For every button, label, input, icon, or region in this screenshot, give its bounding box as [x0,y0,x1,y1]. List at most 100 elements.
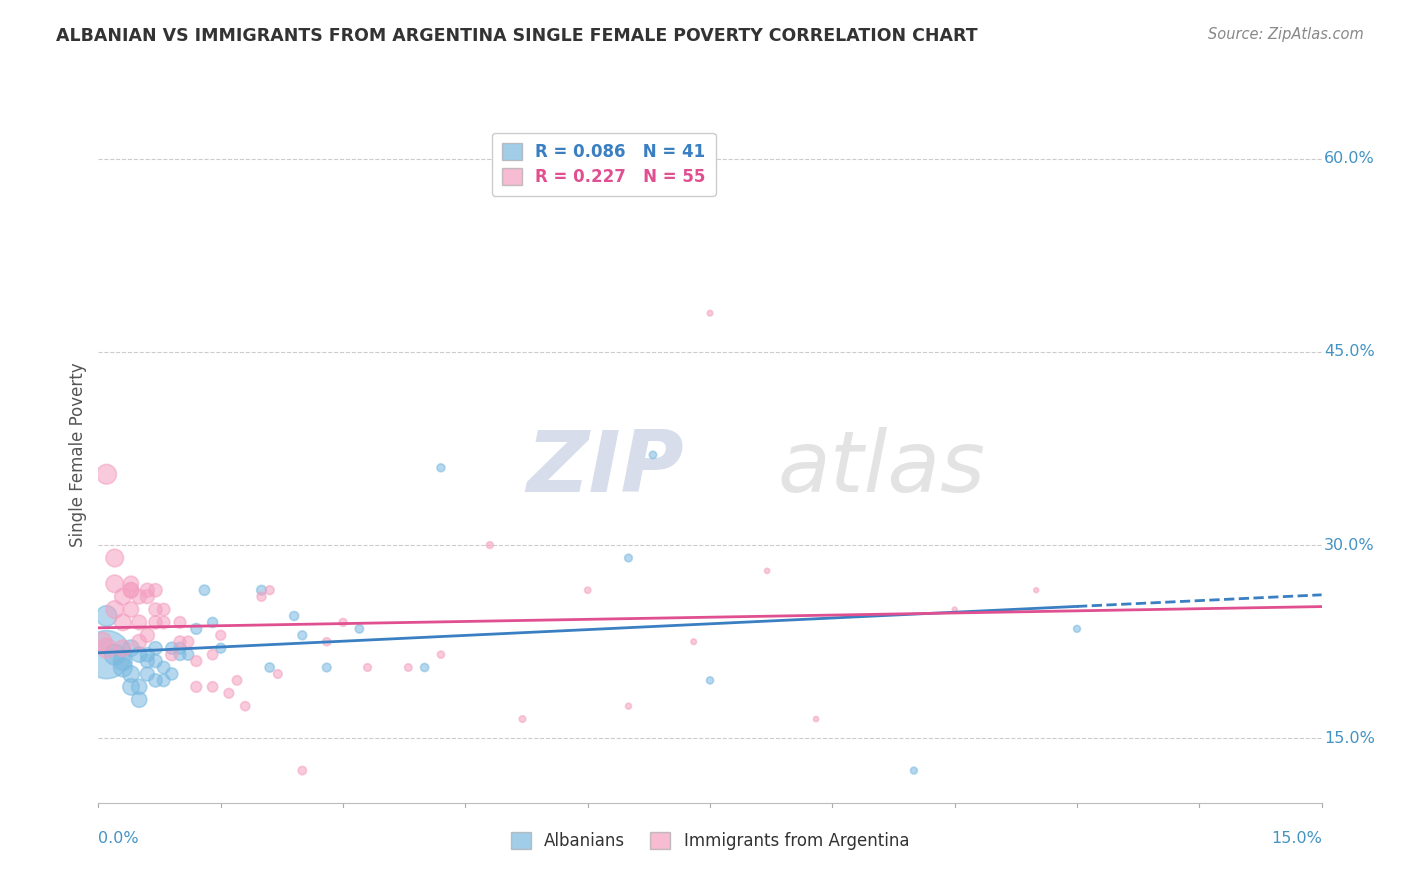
Point [104,551,127,566]
Point [120,667,142,681]
Point [201,648,224,662]
Point [186,680,208,694]
Text: ZIP: ZIP [526,427,685,510]
Point [617,551,640,566]
Text: Source: ZipAtlas.com: Source: ZipAtlas.com [1208,27,1364,42]
Point [160,641,183,656]
Point [128,692,150,706]
Text: 30.0%: 30.0% [1324,538,1375,553]
Point [512,712,534,726]
Point [128,615,150,630]
Point [120,680,142,694]
Point [169,634,191,648]
Text: 60.0%: 60.0% [1324,151,1375,166]
Point [430,648,453,662]
Text: ALBANIAN VS IMMIGRANTS FROM ARGENTINA SINGLE FEMALE POVERTY CORRELATION CHART: ALBANIAN VS IMMIGRANTS FROM ARGENTINA SI… [56,27,977,45]
Point [145,602,167,616]
Point [136,590,159,604]
Point [1066,622,1088,636]
Point [120,576,142,591]
Point [96,648,118,662]
Point [332,615,354,630]
Text: 15.0%: 15.0% [1324,731,1375,746]
Legend: Albanians, Immigrants from Argentina: Albanians, Immigrants from Argentina [505,826,915,857]
Point [804,712,827,726]
Point [315,660,337,674]
Point [152,615,174,630]
Point [169,641,191,656]
Point [943,602,966,616]
Point [111,590,134,604]
Point [396,660,419,674]
Point [682,634,704,648]
Point [152,602,174,616]
Point [96,641,118,656]
Point [756,564,779,578]
Point [160,648,183,662]
Point [169,648,191,662]
Point [91,634,114,648]
Point [169,615,191,630]
Text: atlas: atlas [778,427,986,510]
Point [209,641,232,656]
Point [96,467,118,482]
Point [128,680,150,694]
Point [699,673,721,688]
Point [177,648,200,662]
Point [120,641,142,656]
Point [291,628,314,642]
Point [1025,583,1047,598]
Point [699,306,721,320]
Point [104,576,127,591]
Point [128,634,150,648]
Text: 0.0%: 0.0% [98,830,139,846]
Point [145,654,167,668]
Point [120,583,142,598]
Point [267,667,290,681]
Text: 45.0%: 45.0% [1324,344,1375,359]
Point [136,583,159,598]
Point [478,538,501,552]
Point [617,699,640,714]
Point [233,699,256,714]
Point [104,648,127,662]
Point [145,641,167,656]
Text: 15.0%: 15.0% [1271,830,1322,846]
Point [136,648,159,662]
Point [259,660,281,674]
Point [111,660,134,674]
Point [177,634,200,648]
Point [641,448,664,462]
Point [413,660,436,674]
Point [145,673,167,688]
Point [186,654,208,668]
Y-axis label: Single Female Poverty: Single Female Poverty [69,363,87,547]
Point [111,654,134,668]
Point [209,628,232,642]
Point [201,615,224,630]
Point [903,764,925,778]
Point [128,590,150,604]
Point [152,660,174,674]
Point [111,641,134,656]
Point [145,615,167,630]
Point [152,673,174,688]
Point [120,602,142,616]
Point [136,667,159,681]
Point [120,583,142,598]
Point [430,460,453,475]
Point [186,622,208,636]
Point [576,583,599,598]
Point [250,583,273,598]
Point [160,667,183,681]
Point [283,609,305,624]
Point [291,764,314,778]
Point [218,686,240,700]
Point [356,660,378,674]
Point [250,590,273,604]
Point [259,583,281,598]
Point [136,654,159,668]
Point [145,583,167,598]
Point [193,583,215,598]
Point [136,628,159,642]
